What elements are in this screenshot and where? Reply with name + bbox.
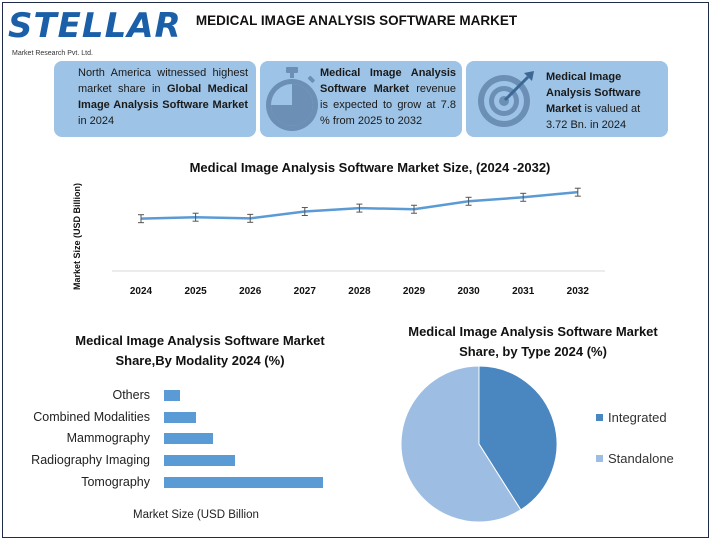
- x-tick-label: 2030: [457, 286, 480, 297]
- x-tick-label: 2025: [184, 286, 207, 297]
- error-bar: [247, 213, 254, 223]
- error-bar: [356, 203, 363, 213]
- bar-chart-xlabel: Market Size (USD Billion: [133, 509, 259, 521]
- x-tick-label: 2024: [129, 286, 153, 297]
- x-tick-label: 2027: [293, 286, 316, 297]
- logo-text: STELLAR: [8, 6, 182, 46]
- card-text: North America witnessed highest market s…: [78, 67, 248, 127]
- info-card-valuation: Medical Image Analysis Software Market i…: [466, 61, 668, 137]
- legend-item: Standalone: [596, 451, 674, 466]
- error-bar: [411, 204, 417, 214]
- x-tick-label: 2032: [566, 286, 589, 297]
- pie-chart: [400, 365, 558, 523]
- line-chart: [112, 187, 605, 272]
- legend-swatch: [596, 455, 603, 463]
- logo: STELLAR Market Research Pvt. Ltd.: [8, 6, 181, 62]
- info-card-growth: Medical Image Analysis Software Market r…: [260, 61, 462, 137]
- bar-category-label: Mammography: [66, 431, 150, 445]
- bar: [164, 390, 181, 401]
- bar-category-label: Tomography: [81, 475, 150, 489]
- error-bar: [301, 207, 308, 216]
- page-title: MEDICAL IMAGE ANALYSIS SOFTWARE MARKET: [195, 13, 518, 28]
- error-bar: [465, 196, 472, 206]
- target-icon: [478, 71, 534, 127]
- error-bar: [520, 192, 527, 202]
- line-chart-title: Medical Image Analysis Software Market S…: [189, 160, 551, 175]
- error-bar: [574, 187, 581, 197]
- legend-item: Integrated: [596, 410, 667, 425]
- bar: [164, 477, 323, 488]
- error-bar: [138, 214, 144, 224]
- legend-swatch: [596, 414, 603, 422]
- x-tick-label: 2031: [512, 286, 535, 297]
- x-tick-label: 2028: [348, 286, 371, 297]
- bar-category-label: Combined Modalities: [33, 410, 150, 424]
- legend-label: Standalone: [608, 451, 674, 466]
- logo-tagline: Market Research Pvt. Ltd.: [12, 50, 93, 57]
- bar-category-label: Others: [112, 388, 150, 402]
- card-text: Medical Image Analysis Software Market r…: [320, 67, 456, 127]
- bar-category-label: Radiography Imaging: [31, 453, 150, 467]
- bar: [164, 455, 236, 466]
- x-tick-label: 2026: [239, 286, 262, 297]
- stopwatch-icon: [266, 67, 318, 131]
- bar: [164, 412, 197, 423]
- bar: [164, 433, 213, 444]
- pie-slice-standalone: [400, 365, 522, 523]
- pie-chart-title: Medical Image Analysis Software Market S…: [408, 324, 658, 359]
- info-card-north-america: North America witnessed highest market s…: [54, 61, 256, 137]
- legend-label: Integrated: [608, 410, 667, 425]
- error-bar: [192, 212, 199, 222]
- card-text: Medical Image Analysis Software Market i…: [546, 71, 641, 131]
- bar-chart-title: Medical Image Analysis Software Market S…: [75, 333, 325, 368]
- x-tick-label: 2029: [402, 286, 426, 297]
